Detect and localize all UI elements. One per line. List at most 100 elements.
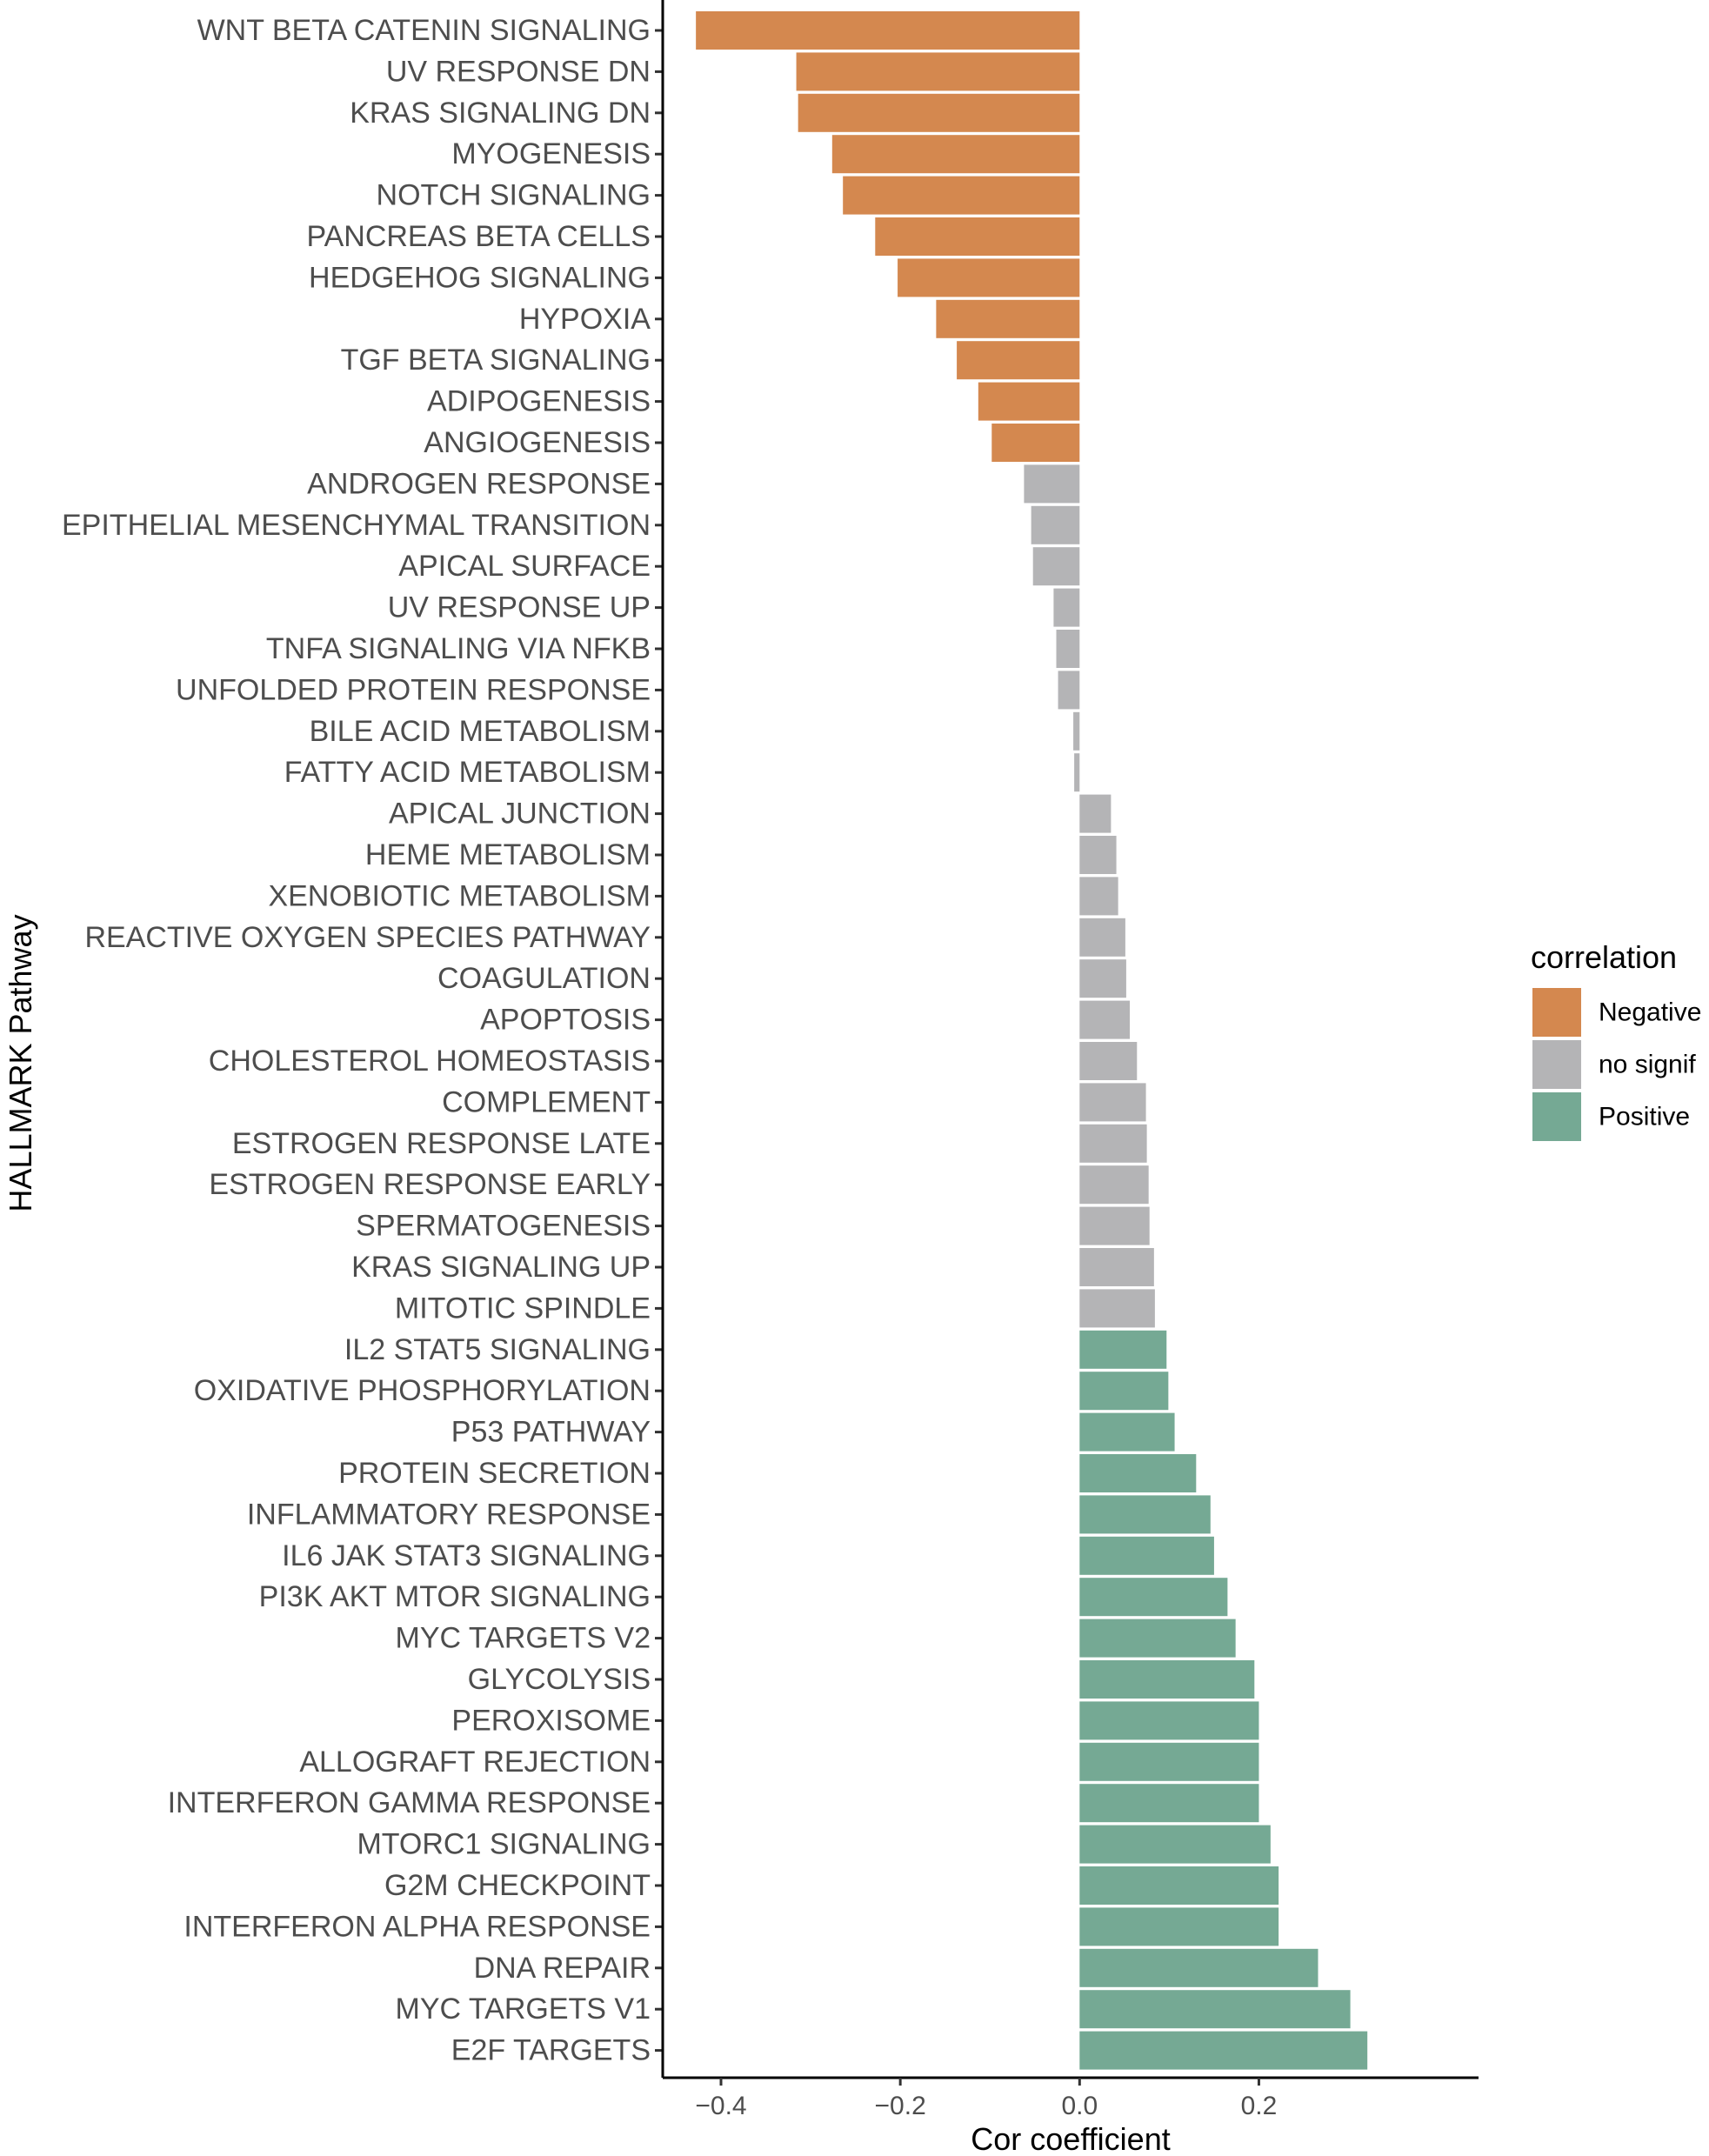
bar [1079,1330,1167,1369]
category-label: MITOTIC SPINDLE [395,1292,651,1325]
bar [1079,1784,1259,1823]
bar [1079,1372,1169,1411]
bar [796,52,1080,91]
bar [991,424,1080,462]
category-label: KRAS SIGNALING UP [351,1251,651,1284]
bar [1079,1701,1259,1740]
category-label: REACTIVE OXYGEN SPECIES PATHWAY [84,921,651,954]
bar [1032,547,1080,586]
category-label: UNFOLDED PROTEIN RESPONSE [176,673,651,706]
category-label: MYOGENESIS [451,137,651,170]
bar [1079,959,1126,998]
bar [1079,1495,1211,1534]
category-label: APICAL JUNCTION [389,798,651,831]
category-label: ADIPOGENESIS [427,385,651,418]
bar [1079,877,1118,916]
x-axis-title: Cor coefficient [971,2121,1170,2156]
bar [1079,1578,1228,1617]
bar [1079,1660,1255,1699]
bar [1079,1619,1236,1658]
category-label: CHOLESTEROL HOMEOSTASIS [209,1045,651,1078]
category-label: ALLOGRAFT REJECTION [299,1745,651,1779]
bar [843,176,1080,215]
category-label: XENOBIOTIC METABOLISM [268,879,651,912]
bar [798,93,1080,132]
category-label: HEME METABOLISM [365,838,651,871]
category-label: EPITHELIAL MESENCHYMAL TRANSITION [62,509,651,542]
category-label: DNA REPAIR [474,1952,651,1985]
category-label: INTERFERON GAMMA RESPONSE [168,1786,651,1819]
bar [875,217,1080,256]
bar [1079,1825,1271,1864]
category-label: G2M CHECKPOINT [384,1869,651,1902]
bar [1079,1948,1318,1987]
bar [1053,588,1080,627]
legend: correlation Negative no signif Positive [1531,939,1701,1141]
bar [957,341,1080,380]
bar [1079,1907,1279,1946]
category-label: HEDGEHOG SIGNALING [309,261,651,294]
x-axis-ticks: −0.4 −0.2 0.0 0.2 [695,2078,1277,2120]
bar [936,299,1080,338]
legend-swatch [1532,1092,1581,1141]
bar [1079,1042,1138,1080]
y-axis-title: HALLMARK Pathway [3,914,38,1211]
category-label: COMPLEMENT [442,1085,651,1118]
category-label: ESTROGEN RESPONSE LATE [232,1127,651,1160]
category-label: E2F TARGETS [451,2034,651,2067]
category-label: P53 PATHWAY [451,1416,651,1449]
bar [1079,1124,1147,1163]
category-label: GLYCOLYSIS [468,1663,651,1696]
category-label: IL2 STAT5 SIGNALING [344,1333,651,1366]
bar [1079,1536,1214,1575]
category-label: MTORC1 SIGNALING [357,1828,651,1861]
bar [1079,1248,1154,1286]
category-label: ANDROGEN RESPONSE [307,467,651,500]
bar [1079,794,1112,833]
category-label: TGF BETA SIGNALING [341,344,651,377]
category-label: SPERMATOGENESIS [356,1210,651,1243]
legend-title: correlation [1531,939,1677,975]
bar [1058,671,1080,710]
x-tick-label: 0.2 [1241,2092,1278,2120]
bar [1079,1866,1279,1905]
bar [1079,1000,1131,1039]
x-tick-label: 0.0 [1061,2092,1098,2120]
category-label: BILE ACID METABOLISM [310,715,651,748]
bar [1079,1990,1351,2029]
bar [1056,630,1080,668]
category-label: ESTROGEN RESPONSE EARLY [209,1168,651,1201]
bar [1024,464,1080,504]
legend-label: Negative [1599,998,1701,1027]
bar [1079,836,1117,874]
bar [1079,1083,1146,1122]
bar [1079,1454,1197,1492]
legend-label: no signif [1599,1051,1696,1079]
category-label: PI3K AKT MTOR SIGNALING [259,1580,651,1613]
bar [1079,1206,1150,1245]
bar [1079,918,1125,957]
category-label: UV RESPONSE DN [386,55,651,88]
category-label: PEROXISOME [451,1704,651,1737]
category-label: INFLAMMATORY RESPONSE [247,1498,651,1531]
bar [696,11,1080,50]
bar [978,382,1080,421]
legend-swatch [1532,1040,1581,1089]
category-labels: WNT BETA CATENIN SIGNALING UV RESPONSE DN… [62,14,651,2067]
category-label: COAGULATION [437,962,651,995]
category-label: APICAL SURFACE [398,550,651,583]
category-label: UV RESPONSE UP [388,591,651,624]
legend-label: Positive [1599,1103,1690,1131]
category-label: KRAS SIGNALING DN [350,97,651,130]
bar [1031,505,1080,544]
category-label: MYC TARGETS V2 [396,1622,651,1655]
bars-layer [696,11,1368,2070]
category-label: ANGIOGENESIS [424,426,651,459]
bar [1079,1742,1259,1781]
bar [1079,1412,1175,1452]
category-label: FATTY ACID METABOLISM [284,756,651,789]
category-label: HYPOXIA [519,303,651,336]
category-label: OXIDATIVE PHOSPHORYLATION [194,1374,651,1407]
category-label: APOPTOSIS [480,1004,651,1037]
